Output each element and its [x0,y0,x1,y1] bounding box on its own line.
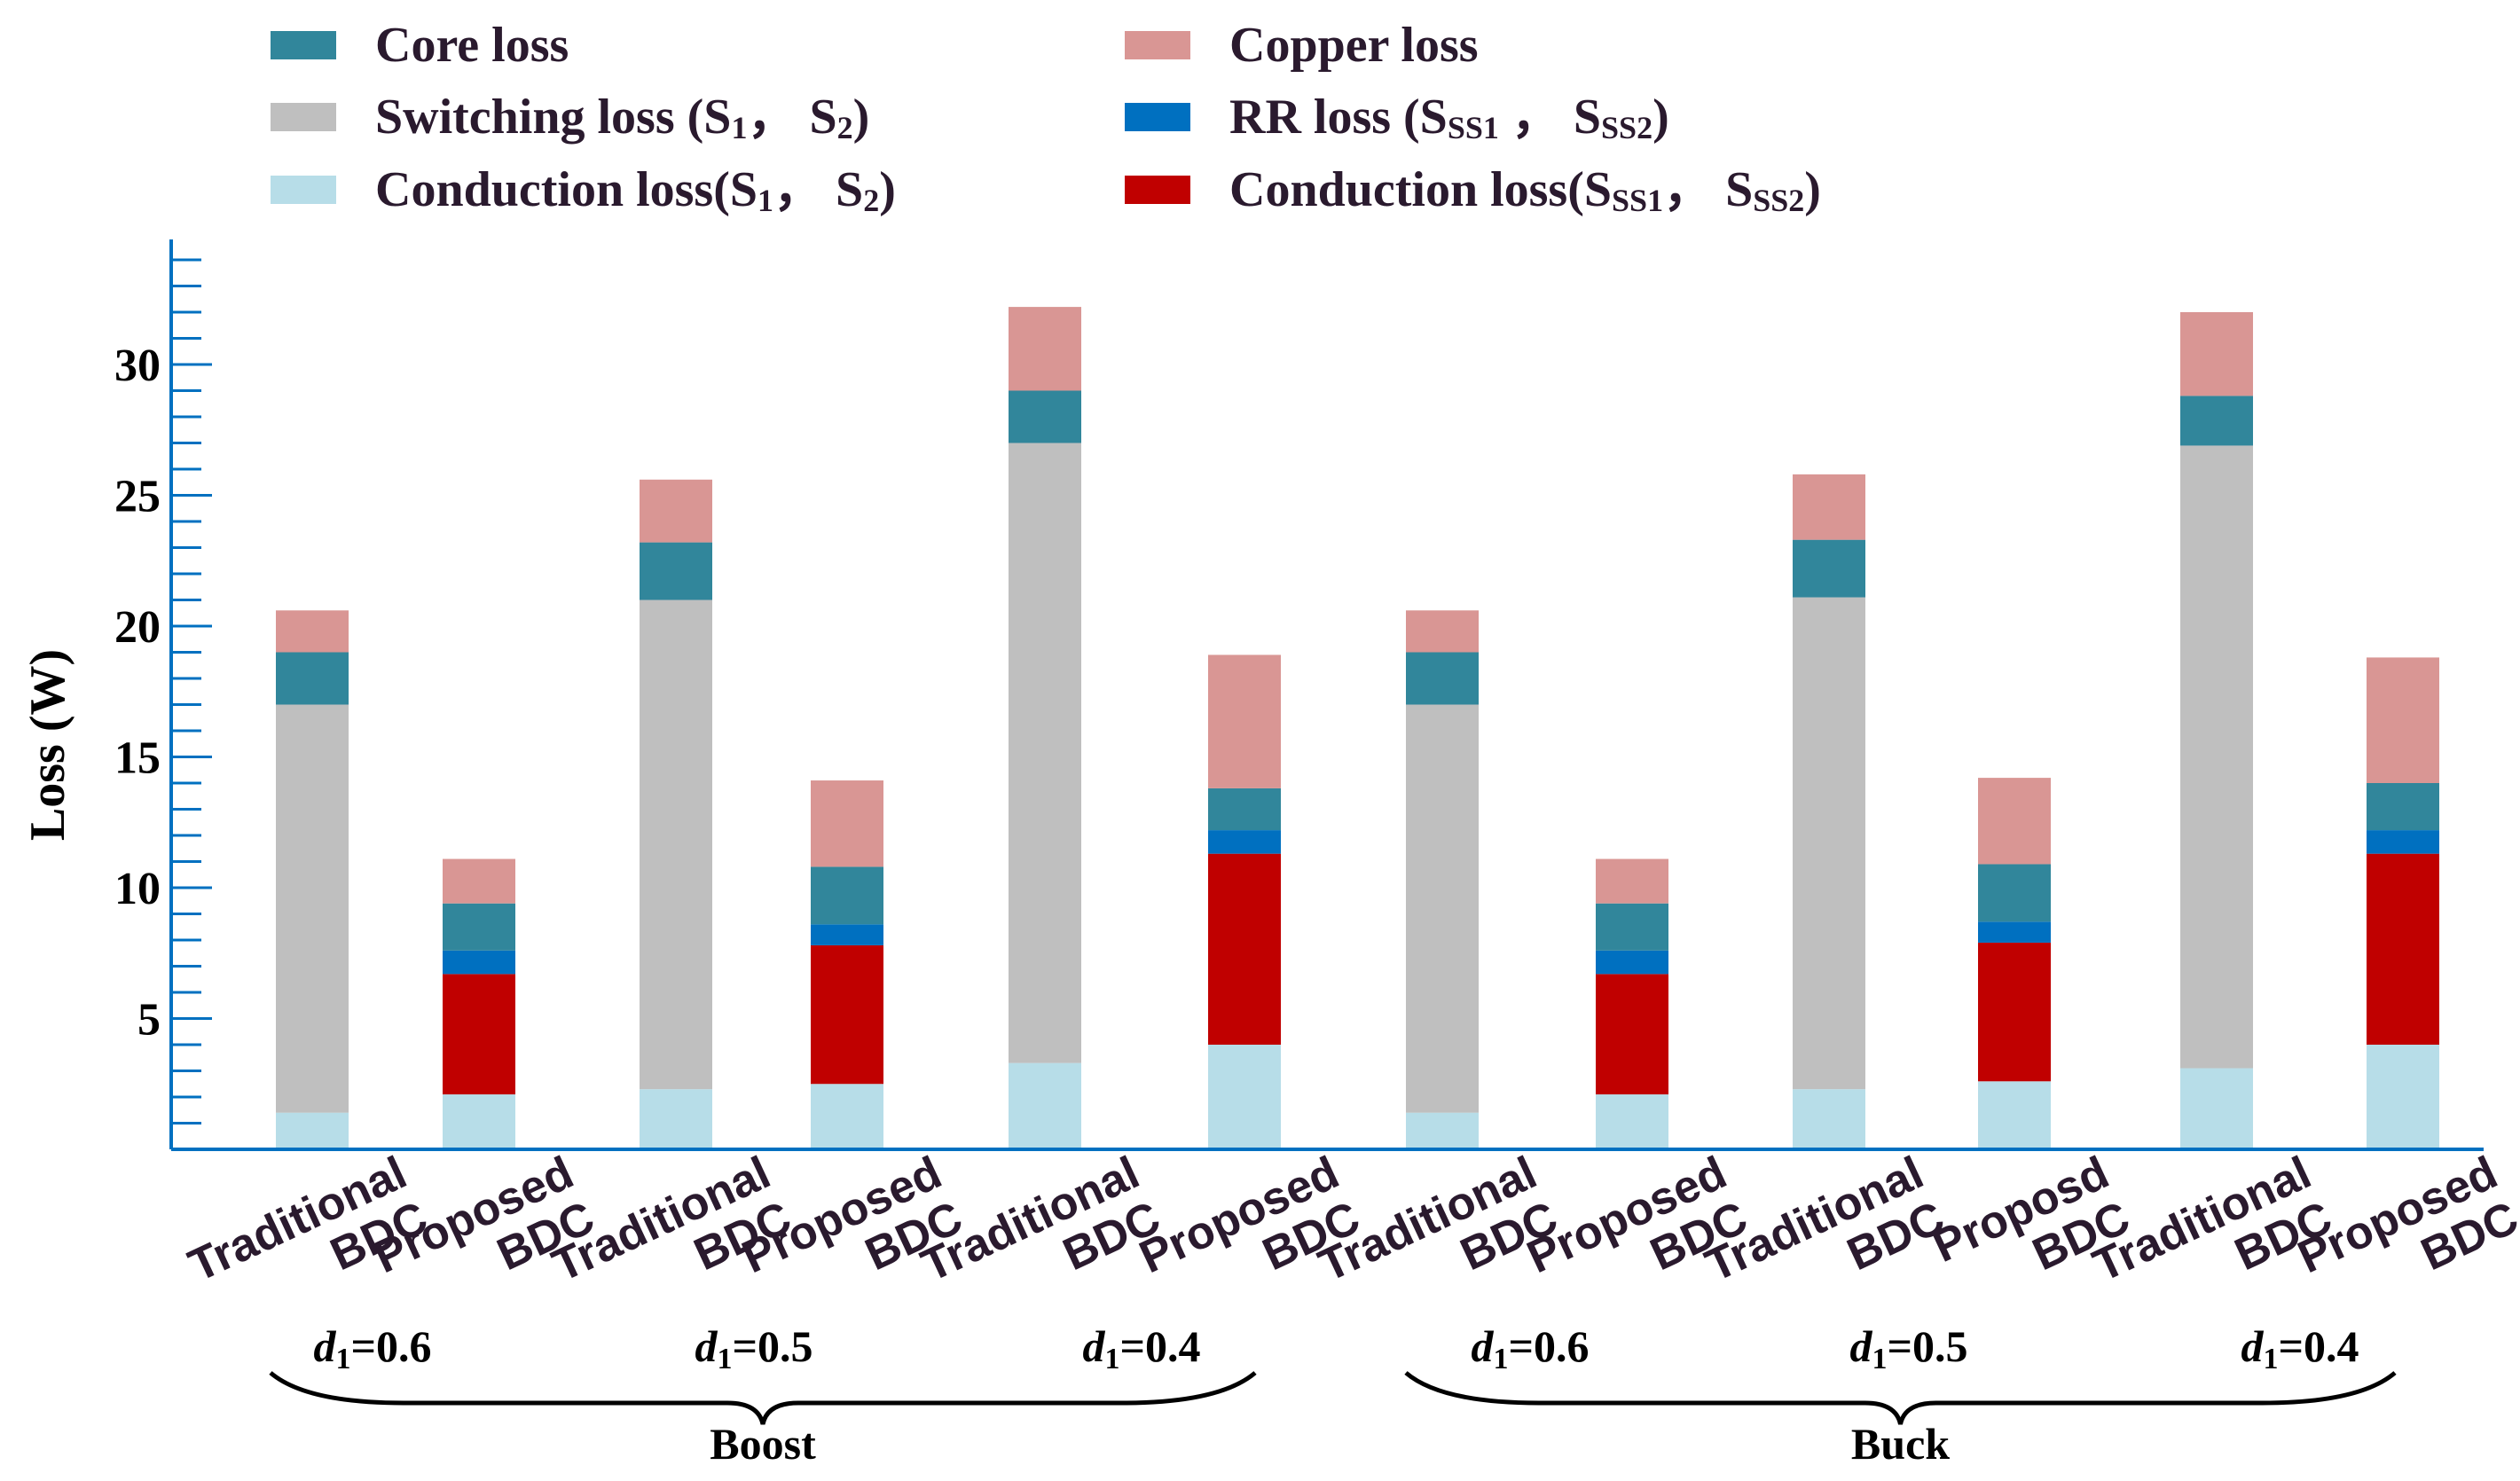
y-tick-label: 15 [114,733,161,784]
bar-rr-8 [1596,950,1668,975]
bar-switching-5 [1009,443,1081,1063]
duty-label: d1=0.4 [1083,1321,1201,1375]
bar-cond_s-2 [443,1094,515,1149]
bar-core-12 [2367,783,2439,831]
bars [276,307,2439,1149]
bar-copper-3 [640,479,712,543]
bar-cond_ss-6 [1208,853,1281,1045]
bar-rr-6 [1208,830,1281,854]
bar-core-7 [1406,652,1479,705]
legend: Core loss Copper loss Switching loss (S1， … [271,18,1821,218]
bar-copper-5 [1009,307,1081,391]
y-minor-ticks [171,258,212,1124]
legend-label-cond_ss: Conduction loss(SSS1， SSS2) [1229,162,1821,218]
bar-copper-4 [811,780,883,867]
y-ticks: 5 10 15 20 25 30 [114,341,161,1046]
bar-rr-10 [1978,921,2051,943]
legend-label-rr: RR loss (SSS1 ， SSS2) [1229,90,1669,145]
bar-switching-11 [2180,445,2253,1069]
bar-copper-7 [1406,610,1479,653]
bar-core-5 [1009,390,1081,443]
duty-label: d1=0.5 [1850,1321,1968,1375]
bar-core-10 [1978,864,2051,922]
axes [169,239,2484,1151]
legend-swatch-copper [1125,31,1190,59]
y-tick-label: 25 [114,472,161,522]
y-axis-label: Loss (W) [20,649,75,841]
bar-cond_ss-4 [811,944,883,1085]
bar-cond_s-6 [1208,1045,1281,1149]
bar-switching-9 [1793,597,1865,1090]
legend-swatch-cond_ss [1125,176,1190,204]
bar-rr-4 [811,924,883,945]
bar-cond_s-9 [1793,1089,1865,1149]
bar-core-4 [811,866,883,925]
group-label: Boost [710,1419,816,1469]
bar-core-1 [276,652,349,705]
bar-copper-1 [276,610,349,653]
bar-cond_s-11 [2180,1068,2253,1149]
bar-switching-1 [276,704,349,1113]
bar-cond_s-1 [276,1112,349,1149]
group-bracket [1404,1371,2397,1425]
legend-label-cond_s: Conduction loss(S1， S2) [375,162,896,218]
bar-copper-10 [1978,778,2051,865]
bar-core-11 [2180,396,2253,446]
legend-swatch-rr [1125,103,1190,131]
legend-swatch-switching [271,103,336,131]
group-bracket [269,1371,1257,1425]
legend-swatch-cond_s [271,176,336,204]
bar-cond_s-3 [640,1089,712,1149]
bar-core-8 [1596,903,1668,951]
legend-swatch-core [271,31,336,59]
bar-copper-12 [2367,657,2439,783]
bar-copper-11 [2180,312,2253,396]
bar-copper-9 [1793,474,1865,540]
bar-cond_ss-10 [1978,942,2051,1082]
y-tick-label: 10 [114,864,161,914]
duty-label: d1=0.6 [314,1321,432,1375]
group-brackets: Boost Buck [269,1371,2397,1469]
legend-label-copper: Copper loss [1229,18,1479,73]
bar-switching-7 [1406,704,1479,1113]
bar-cond_ss-8 [1596,974,1668,1095]
bar-core-3 [640,542,712,600]
bar-cond_ss-12 [2367,853,2439,1045]
bar-cond_ss-2 [443,974,515,1095]
legend-label-core: Core loss [375,18,569,73]
duty-label: d1=0.5 [695,1321,813,1375]
bar-rr-2 [443,950,515,975]
bar-core-6 [1208,788,1281,831]
bar-switching-3 [640,599,712,1090]
legend-label-switching: Switching loss (S1， S2) [375,90,869,145]
bar-cond_s-4 [811,1084,883,1149]
bar-core-2 [443,903,515,951]
category-labels: TraditionalBDCProposedBDCTraditionalBDCP… [181,1147,2520,1292]
y-tick-label: 20 [114,602,161,653]
bar-cond_s-5 [1009,1062,1081,1149]
bar-copper-8 [1596,858,1668,904]
duty-label: d1=0.6 [1472,1321,1590,1375]
bar-copper-2 [443,858,515,904]
y-tick-label: 30 [114,341,161,391]
bar-cond_s-7 [1406,1112,1479,1149]
bar-copper-6 [1208,654,1281,788]
group-label: Buck [1851,1419,1950,1469]
bar-core-9 [1793,539,1865,598]
bar-cond_s-10 [1978,1081,2051,1149]
duty-labels: d1=0.6 d1=0.5 d1=0.4 d1=0.6 d1=0.5 d1=0.4 [314,1321,2359,1375]
bar-rr-12 [2367,830,2439,854]
bar-cond_s-8 [1596,1094,1668,1149]
y-tick-label: 5 [137,995,161,1046]
bar-cond_s-12 [2367,1045,2439,1149]
duty-label: d1=0.4 [2241,1321,2359,1375]
